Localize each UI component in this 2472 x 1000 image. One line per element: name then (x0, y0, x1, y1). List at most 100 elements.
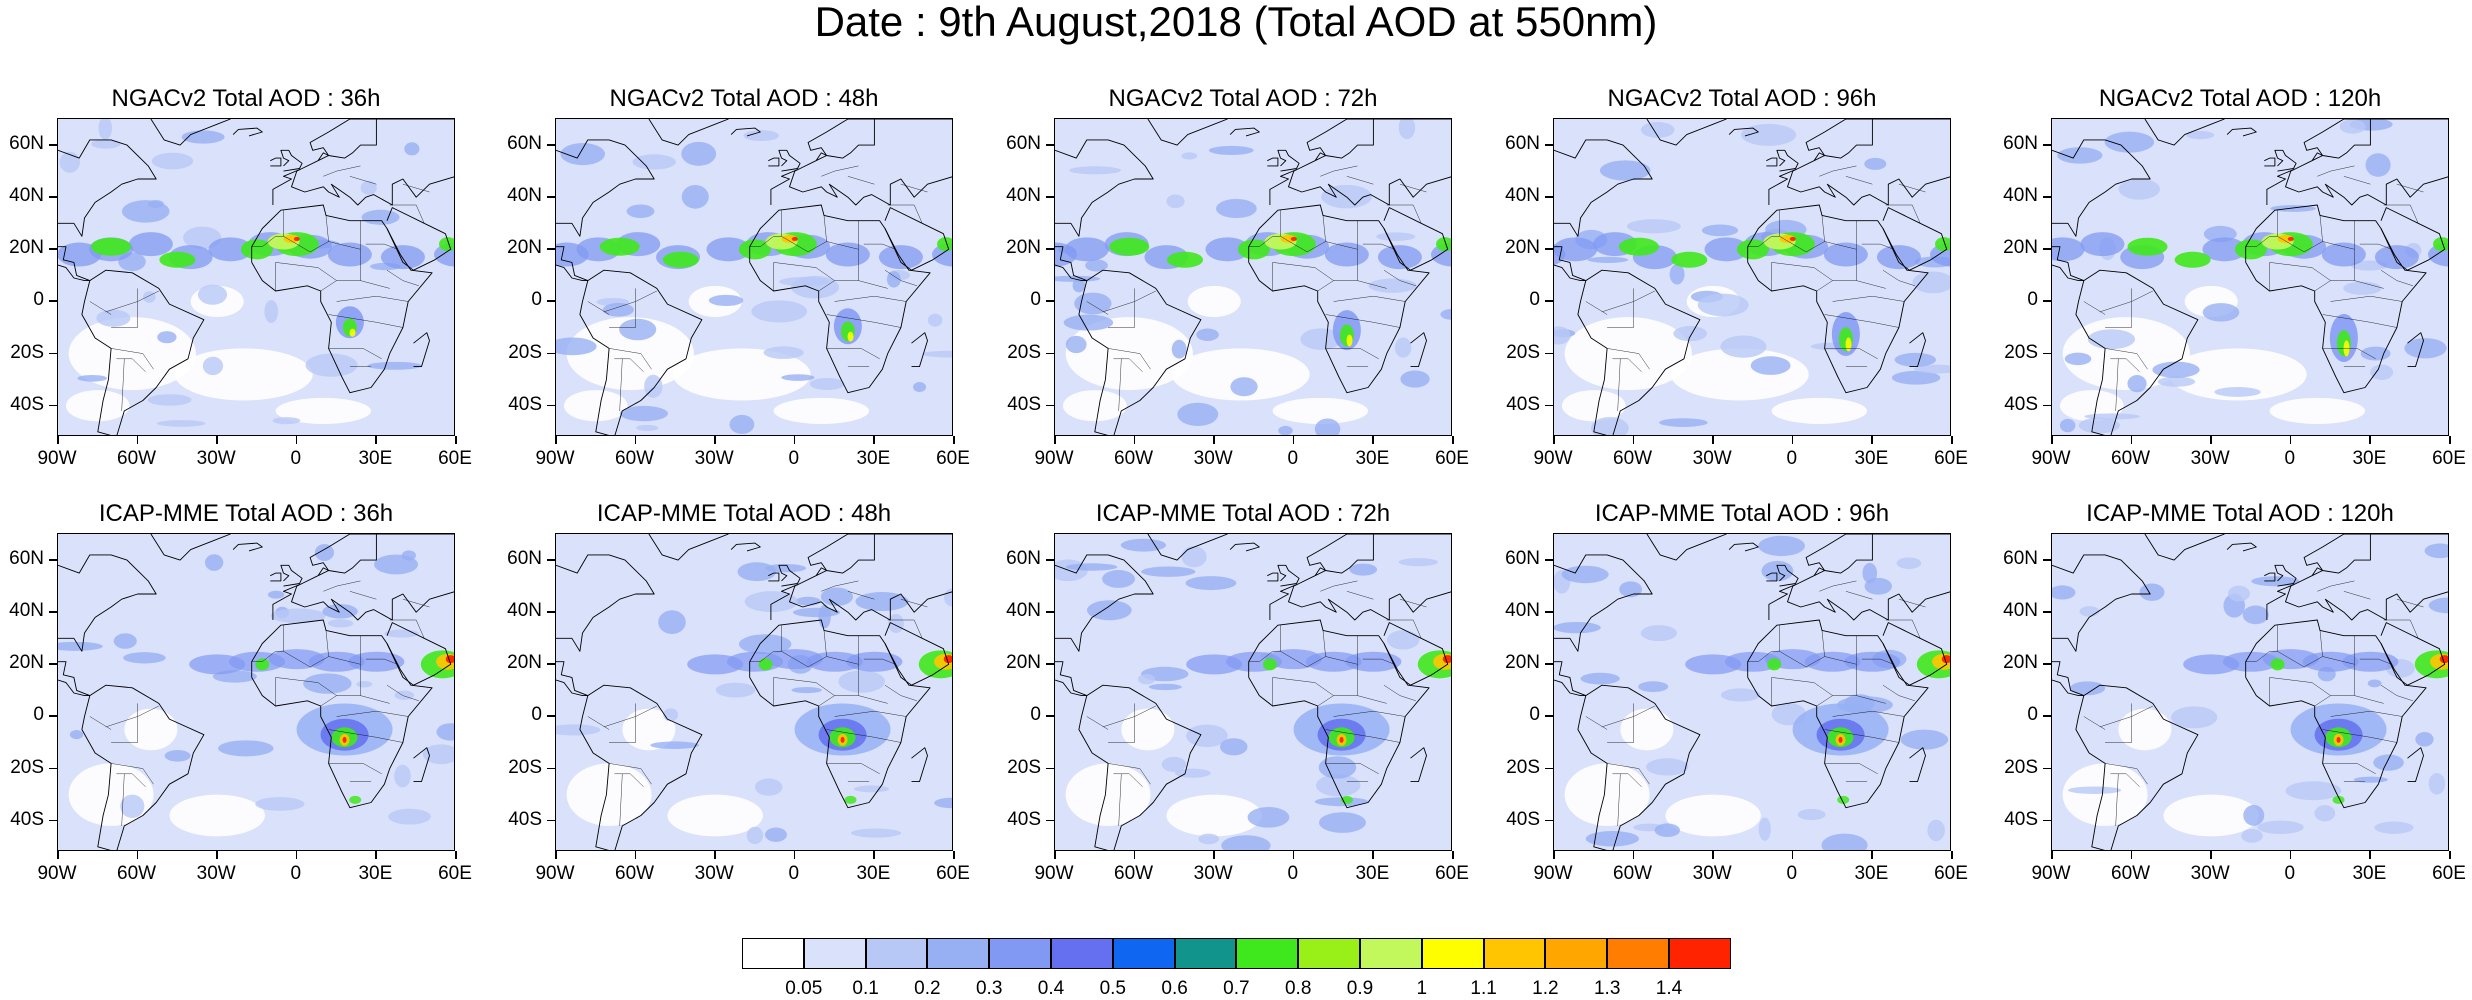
map-panel: ICAP-MME Total AOD : 72h 60N 40N 20N 0 20S 40S… (997, 500, 1489, 884)
lon-tick-label: 90W (535, 863, 575, 884)
colorbar-swatch (1607, 938, 1669, 969)
colorbar-swatch (742, 938, 804, 969)
panel-title: ICAP-MME Total AOD : 48h (596, 500, 892, 527)
colorbar-swatch (865, 938, 928, 969)
lon-tick (216, 851, 218, 859)
lat-tick (49, 300, 57, 302)
aod-map (2051, 533, 2449, 851)
colorbar-swatch (1051, 938, 1113, 969)
lon-tick-label: 0 (788, 448, 800, 469)
lon-tick (375, 851, 377, 859)
lat-tick-label: 20N (507, 237, 542, 259)
lon-tick-label: 60E (438, 448, 472, 469)
lat-tick-label: 60N (507, 548, 542, 570)
lon-tick-label: 30E (856, 863, 891, 884)
colorbar-swatch (1112, 938, 1175, 969)
aod-map-svg (556, 119, 952, 435)
figure-title: Date : 9th August,2018 (Total AOD at 550… (814, 0, 1658, 45)
lat-tick-label: 0 (33, 704, 44, 726)
lat-tick (547, 767, 555, 770)
lon-tick-label: 30E (358, 863, 393, 884)
colorbar-swatch (1298, 938, 1360, 969)
lat-tick-label: 60N (2003, 548, 2038, 570)
lon-tick (953, 851, 955, 859)
lon-tick (2289, 851, 2292, 859)
map-panel: NGACv2 Total AOD : 36h 60N 40N 20N 0 20S 40S 90… (0, 85, 492, 469)
lon-tick (873, 436, 875, 444)
lon-tick (57, 851, 59, 859)
lat-tick-label: 40S (2004, 393, 2038, 415)
lat-tick-label: 40N (9, 600, 44, 622)
lon-tick-label: 30E (856, 448, 891, 469)
lat-tick (2043, 248, 2051, 250)
lat-tick (1545, 819, 1553, 822)
lon-tick (455, 851, 457, 859)
lon-tick (216, 436, 218, 444)
colorbar-swatch (989, 938, 1051, 969)
lon-tick-label: 60W (1613, 863, 1653, 884)
panel-title: ICAP-MME Total AOD : 120h (2086, 500, 2394, 527)
lat-tick (1046, 196, 1054, 198)
lon-tick-label: 30W (1692, 863, 1732, 884)
lat-tick (1545, 352, 1553, 355)
lat-tick (2043, 196, 2051, 198)
lon-tick (1372, 851, 1374, 859)
aod-map (57, 533, 455, 851)
lat-tick-label: 20N (1006, 652, 1041, 674)
lat-tick (547, 352, 555, 355)
lat-tick (1046, 663, 1054, 665)
aod-map-svg (1055, 534, 1451, 850)
lon-tick (793, 436, 796, 444)
lon-tick (634, 436, 637, 444)
lat-tick-label: 40S (508, 393, 542, 415)
lat-tick (2043, 611, 2051, 613)
aod-map (555, 533, 953, 851)
lat-tick-label: 20N (507, 652, 542, 674)
lat-tick (49, 559, 57, 561)
lon-tick-label: 90W (1034, 448, 1074, 469)
lat-tick (2043, 715, 2051, 717)
colorbar-label: 0.05 (785, 978, 823, 999)
colorbar-swatch (1483, 938, 1546, 969)
aod-map-svg (2052, 119, 2448, 435)
aod-map-svg (1554, 534, 1950, 850)
lat-tick (1046, 559, 1054, 561)
lat-tick (49, 819, 57, 822)
lat-tick (1046, 300, 1054, 302)
colorbar-label: 0.3 (975, 978, 1003, 999)
lon-tick-label: 30W (196, 863, 236, 884)
lon-tick-label: 0 (788, 863, 800, 884)
lon-tick-label: 0 (1287, 863, 1299, 884)
lon-tick-label: 60W (1114, 863, 1154, 884)
lat-tick-label: 40S (1007, 393, 1041, 415)
lat-tick-label: 20S (508, 756, 542, 778)
lon-tick-label: 30E (358, 448, 393, 469)
lon-tick-label: 90W (2031, 448, 2071, 469)
lat-tick-label: 20N (1505, 652, 1540, 674)
lat-tick (1545, 300, 1553, 302)
lat-tick (547, 144, 555, 146)
lon-tick (1452, 436, 1454, 444)
panel-title: ICAP-MME Total AOD : 36h (98, 500, 394, 527)
lon-tick-label: 0 (1786, 448, 1798, 469)
lon-tick-label: 30W (694, 448, 734, 469)
lat-tick-label: 40S (508, 808, 542, 830)
lon-tick-label: 0 (290, 448, 302, 469)
lat-tick-label: 20S (1007, 756, 1041, 778)
aod-map-svg (1055, 119, 1451, 435)
lon-tick (136, 436, 139, 444)
panel-title: NGACv2 Total AOD : 48h (609, 85, 879, 112)
lat-tick (1046, 767, 1054, 770)
lat-tick-label: 40S (1506, 393, 1540, 415)
lat-tick-label: 20N (1006, 237, 1041, 259)
lon-tick (2130, 851, 2133, 859)
lat-tick-label: 40N (1505, 185, 1540, 207)
lon-tick (2449, 436, 2451, 444)
lon-tick (2210, 851, 2212, 859)
lon-tick (555, 851, 557, 859)
lat-tick (49, 144, 57, 146)
lat-tick (547, 196, 555, 198)
lon-tick-label: 60E (936, 448, 970, 469)
lon-tick-label: 0 (2284, 448, 2296, 469)
panel-title: NGACv2 Total AOD : 36h (111, 85, 381, 112)
